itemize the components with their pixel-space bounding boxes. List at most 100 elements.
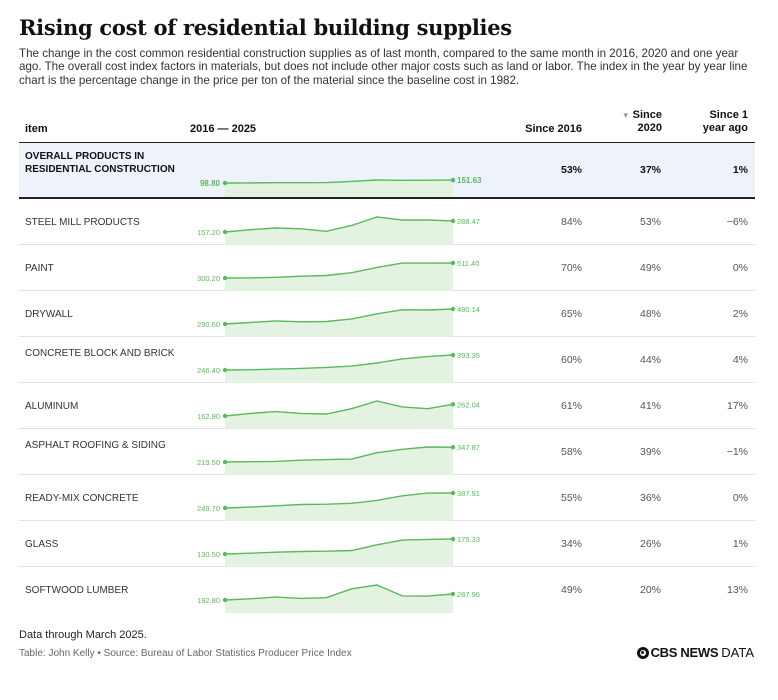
sparkline-line xyxy=(224,584,454,601)
sparkline-line xyxy=(224,308,454,325)
sparkline: 192.80 287.96 xyxy=(197,584,480,613)
row-label: READY-MIX CONCRETE xyxy=(25,493,139,504)
row-value-since1yr: −6% xyxy=(726,216,748,228)
row-value-since2020: 53% xyxy=(639,216,661,228)
row-value-since1yr: 0% xyxy=(732,492,748,504)
row-value-since1yr: 1% xyxy=(732,538,748,550)
sparkline-area xyxy=(225,180,453,197)
end-point xyxy=(450,490,456,496)
sort-down-icon: ▼ xyxy=(621,111,630,120)
start-point xyxy=(222,367,228,373)
row-value-since2016: 53% xyxy=(560,164,582,176)
row-value-since2020: 37% xyxy=(639,164,661,176)
start-point xyxy=(222,551,228,557)
start-point xyxy=(222,459,228,465)
column-header-since-2020[interactable]: ▼ Since 2020 xyxy=(621,109,662,134)
start-point xyxy=(222,275,228,281)
column-header-range: 2016 — 2025 xyxy=(190,123,257,135)
row-label: DRYWALL xyxy=(25,309,73,320)
brand-logo: CBS NEWS DATA xyxy=(636,645,754,660)
end-value-label: 347.87 xyxy=(457,443,480,452)
start-value-label: 98.80 xyxy=(200,179,221,188)
sparkline-area xyxy=(225,217,453,245)
start-point xyxy=(222,229,228,235)
start-value-label: 219.50 xyxy=(197,458,220,467)
row-value-since2016: 70% xyxy=(560,262,582,274)
row-label: CONCRETE BLOCK AND BRICK xyxy=(25,348,175,359)
start-point xyxy=(222,180,228,186)
end-point xyxy=(450,177,456,183)
start-value-label: 157.20 xyxy=(197,228,220,237)
start-point xyxy=(222,505,228,511)
row-value-since1yr: 1% xyxy=(732,164,748,176)
end-value-label: 480.14 xyxy=(457,305,480,314)
sparkline-area xyxy=(225,309,453,337)
start-value-label: 249.70 xyxy=(197,504,220,513)
sparkline-area xyxy=(225,263,453,291)
page-title: Rising cost of residential building supp… xyxy=(19,15,512,40)
row-value-since2016: 58% xyxy=(560,446,582,458)
column-header-since-1-year[interactable]: Since 1 year ago xyxy=(702,109,748,134)
sparkline-area xyxy=(225,539,453,567)
start-point xyxy=(222,321,228,327)
sparkline: 290.60 480.14 xyxy=(197,305,480,337)
end-point xyxy=(450,352,456,358)
header-rule xyxy=(19,142,755,143)
row-value-since2020: 41% xyxy=(639,400,661,412)
sparkline: 300.20 511.40 xyxy=(197,259,479,291)
start-value-label: 162.90 xyxy=(197,412,220,421)
row-value-since1yr: 13% xyxy=(726,584,748,596)
row-value-since2020: 39% xyxy=(639,446,661,458)
sparkline: 130.50 175.33 xyxy=(197,535,480,567)
sparkline-line xyxy=(224,262,454,279)
end-value-label: 262.04 xyxy=(457,400,480,409)
sparkline-area xyxy=(225,355,453,383)
end-value-label: 511.40 xyxy=(457,259,479,268)
column-header-since-2016[interactable]: Since 2016 xyxy=(525,123,582,135)
start-value-label: 192.80 xyxy=(197,596,220,605)
row-value-since1yr: 4% xyxy=(732,354,748,366)
row-label: SOFTWOOD LUMBER xyxy=(25,585,129,596)
sparkline-line xyxy=(224,179,454,184)
sparkline-line xyxy=(224,446,454,463)
row-label: ASPHALT ROOFING & SIDING xyxy=(25,440,166,451)
end-value-label: 393.35 xyxy=(457,351,480,360)
row-value-since2016: 84% xyxy=(560,216,582,228)
start-point xyxy=(222,413,228,419)
sparkline-area xyxy=(225,493,453,521)
row-value-since1yr: 17% xyxy=(726,400,748,412)
row-value-since1yr: 2% xyxy=(732,308,748,320)
end-point xyxy=(450,402,456,407)
row-value-since2016: 34% xyxy=(560,538,582,550)
row-label: PAINT xyxy=(25,263,54,274)
end-point xyxy=(450,306,456,312)
end-point xyxy=(450,591,456,597)
row-value-since2016: 49% xyxy=(560,584,582,596)
sparkline: 249.70 387.91 xyxy=(197,489,480,521)
row-value-since2016: 55% xyxy=(560,492,582,504)
row-value-since2020: 26% xyxy=(639,538,661,550)
sparkline-line xyxy=(224,492,454,509)
start-value-label: 290.60 xyxy=(197,320,220,329)
row-label: GLASS xyxy=(25,539,59,550)
start-value-label: 130.50 xyxy=(197,550,220,559)
row-value-since1yr: 0% xyxy=(732,262,748,274)
end-point xyxy=(450,445,456,450)
sparkline-line xyxy=(224,216,454,233)
sparkline: 157.20 288.47 xyxy=(197,216,480,245)
end-value-label: 287.96 xyxy=(457,590,480,599)
sparkline: 246.40 393.35 xyxy=(197,351,480,383)
start-point xyxy=(222,597,228,603)
overall-rule xyxy=(19,197,755,199)
row-value-since1yr: −1% xyxy=(726,446,748,458)
row-value-since2016: 65% xyxy=(560,308,582,320)
end-value-label: 387.91 xyxy=(457,489,480,498)
row-value-since2020: 48% xyxy=(639,308,661,320)
row-label: ALUMINUM xyxy=(25,401,79,412)
column-header-item[interactable]: item xyxy=(25,123,48,135)
end-value-label: 288.47 xyxy=(457,217,480,226)
sparkline-line xyxy=(224,538,454,555)
sparkline: 219.50 347.87 xyxy=(197,443,480,475)
row-value-since2016: 61% xyxy=(560,400,582,412)
end-point xyxy=(450,260,456,266)
